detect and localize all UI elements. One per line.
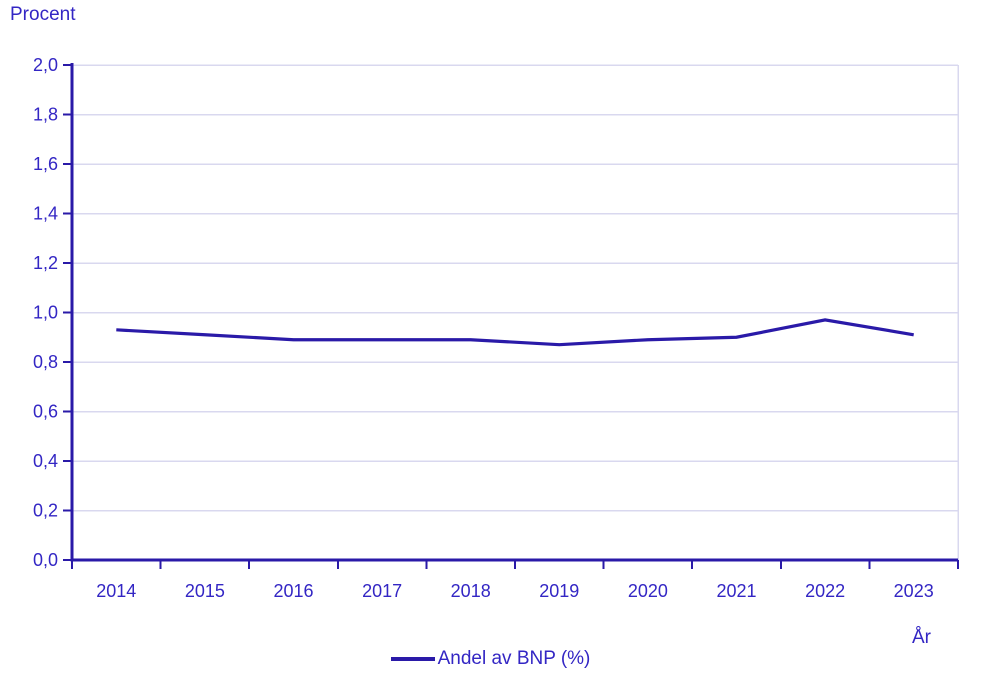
x-tick-label: 2020	[628, 581, 668, 601]
y-tick-label: 2,0	[33, 55, 58, 75]
data-line	[116, 318, 914, 347]
y-tick-label: 0,6	[33, 402, 58, 422]
x-tick-label: 2023	[894, 581, 934, 601]
y-tick-label: 1,0	[33, 303, 58, 323]
x-tick-label: 2018	[451, 581, 491, 601]
y-tick-label: 0,8	[33, 352, 58, 372]
legend-label: Andel av BNP (%)	[437, 648, 591, 669]
y-tick-label: 1,8	[33, 105, 58, 125]
x-tick-label: 2021	[716, 581, 756, 601]
y-tick-label: 0,2	[33, 501, 58, 521]
x-axis-title: År	[912, 627, 931, 648]
y-axis-title: Procent	[10, 4, 76, 25]
y-tick-label: 1,2	[33, 253, 58, 273]
y-tick-label: 1,6	[33, 154, 58, 174]
x-tick-label: 2019	[539, 581, 579, 601]
x-tick-label: 2015	[185, 581, 225, 601]
x-tick-label: 2017	[362, 581, 402, 601]
x-tick-label: 2014	[96, 581, 136, 601]
x-tick-label: 2022	[805, 581, 845, 601]
y-tick-label: 0,4	[33, 451, 58, 471]
legend: Andel av BNP (%)	[0, 648, 981, 670]
y-tick-label: 0,0	[33, 550, 58, 570]
y-tick-label: 1,4	[33, 204, 58, 224]
legend-line-swatch	[390, 657, 435, 661]
x-tick-label: 2016	[273, 581, 313, 601]
